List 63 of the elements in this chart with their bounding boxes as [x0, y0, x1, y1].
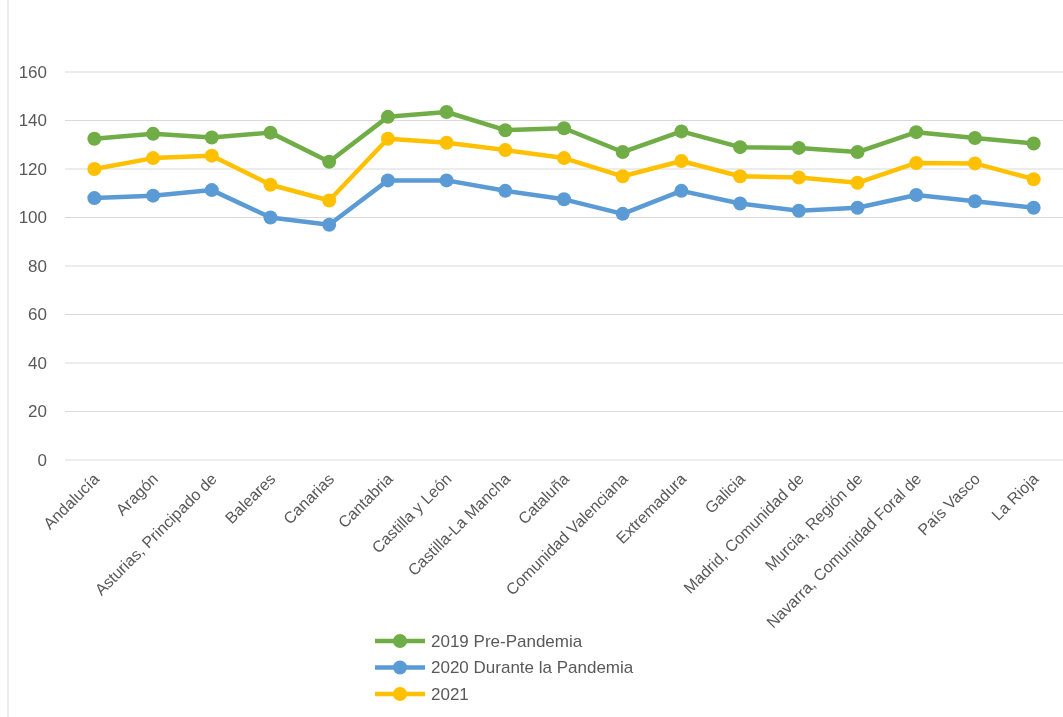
- legend-label: 2019 Pre-Pandemia: [431, 631, 583, 651]
- point: [146, 151, 161, 166]
- point: [498, 143, 513, 158]
- point: [439, 105, 454, 120]
- point: [263, 125, 278, 140]
- y-tick-label: 60: [28, 305, 47, 325]
- point: [909, 187, 924, 202]
- point: [850, 145, 865, 160]
- y-tick-label: 140: [18, 111, 47, 131]
- point: [557, 121, 571, 136]
- legend-label: 2020 Durante la Pandemia: [431, 658, 634, 678]
- point: [1026, 172, 1041, 187]
- point: [674, 154, 689, 168]
- point: [909, 125, 924, 140]
- point: [439, 135, 454, 150]
- point: [322, 217, 337, 232]
- point: [146, 188, 161, 203]
- point: [850, 200, 865, 215]
- point: [615, 169, 630, 184]
- point: [204, 130, 219, 145]
- point: [967, 130, 982, 145]
- y-tick-label: 80: [28, 256, 47, 276]
- y-tick-label: 20: [28, 402, 47, 422]
- y-tick-label: 160: [18, 62, 47, 82]
- point: [87, 162, 102, 176]
- point: [674, 183, 689, 198]
- point: [557, 151, 571, 166]
- point: [615, 145, 630, 160]
- point: [146, 126, 161, 141]
- point: [733, 140, 748, 155]
- point: [615, 206, 630, 221]
- point: [674, 124, 689, 139]
- point: [204, 148, 219, 163]
- point: [322, 154, 337, 169]
- point: [557, 192, 571, 207]
- y-tick-label: 0: [37, 450, 47, 470]
- point: [380, 173, 395, 188]
- y-tick-label: 40: [28, 353, 47, 373]
- point: [439, 173, 454, 188]
- point: [850, 175, 865, 190]
- point: [909, 155, 924, 170]
- point: [791, 140, 806, 155]
- point: [733, 196, 748, 211]
- point: [498, 183, 513, 198]
- point: [263, 177, 278, 192]
- point: [791, 203, 806, 218]
- point: [380, 131, 395, 146]
- point: [733, 169, 748, 184]
- point: [1026, 200, 1041, 215]
- point: [1026, 136, 1041, 151]
- point: [87, 131, 102, 146]
- point: [498, 123, 513, 138]
- point: [791, 170, 806, 185]
- point: [322, 193, 337, 208]
- point: [380, 109, 395, 124]
- point: [87, 191, 102, 206]
- y-tick-label: 120: [18, 159, 47, 179]
- point: [204, 183, 219, 198]
- legend-label: 2021: [431, 684, 469, 704]
- point: [967, 156, 982, 171]
- point: [967, 194, 982, 209]
- point: [263, 210, 278, 225]
- y-tick-label: 100: [18, 208, 47, 228]
